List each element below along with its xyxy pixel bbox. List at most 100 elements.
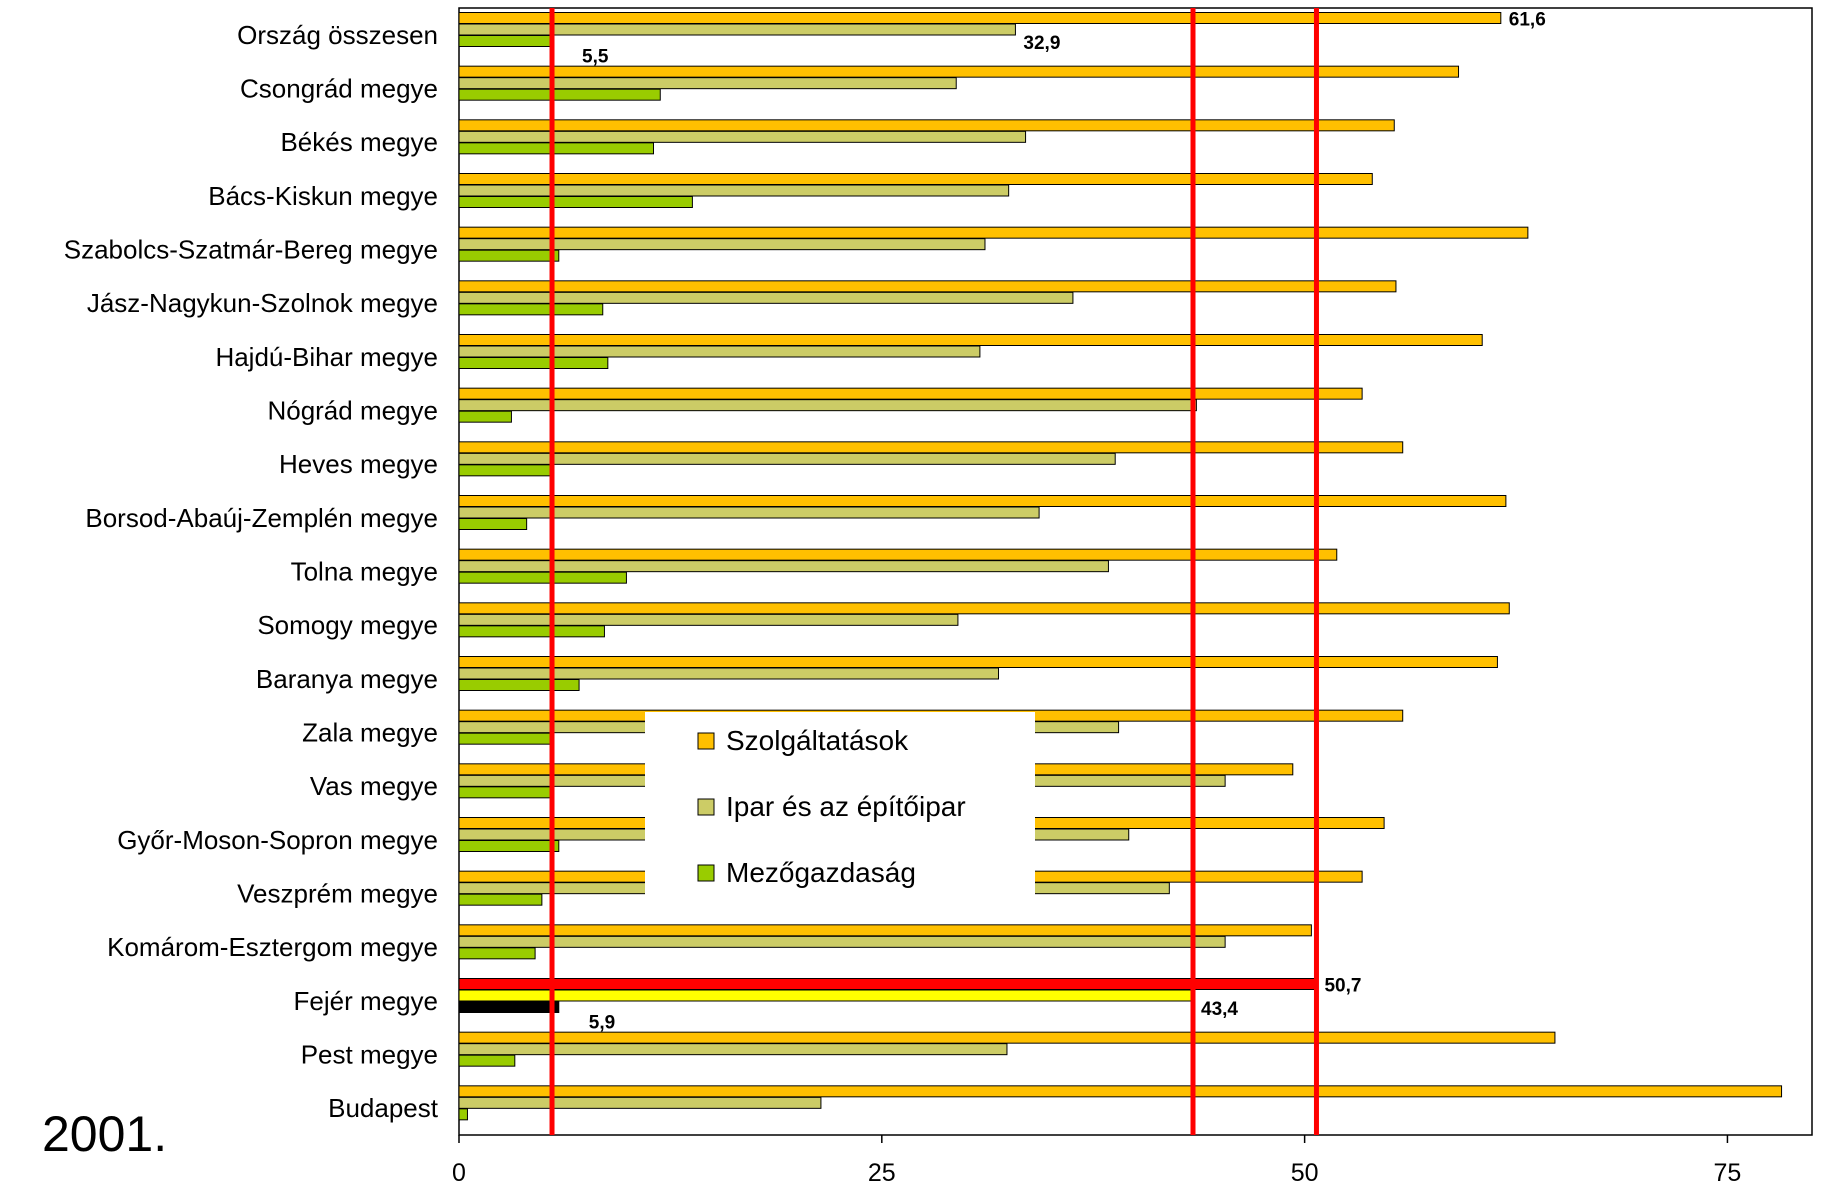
legend-label[interactable]: Mezőgazdaság [726,857,916,888]
bar [458,1108,468,1121]
bar [458,196,693,208]
bar [458,495,1507,507]
bar [458,399,1197,412]
data-label: 5,5 [582,46,609,67]
bar [458,1043,1008,1056]
bar [458,978,1317,990]
category-label: Tolna megye [291,557,438,587]
bar [458,947,536,960]
bar [458,656,1498,668]
x-axis-ticks: 0 25 50 75 [452,1135,1741,1187]
category-label: Borsod-Abaúj-Zemplén megye [85,503,438,533]
category-label: Győr-Moson-Sopron megye [117,825,438,855]
bar [458,334,1483,346]
legend-swatch[interactable] [697,864,715,882]
bar [458,548,1338,561]
x-tick-label: 75 [1714,1159,1742,1187]
bar [458,560,1109,573]
category-label: Vas megye [310,771,438,801]
bar [458,184,1010,197]
bar [458,357,609,369]
category-label: Somogy megye [257,610,438,640]
category-labels: Ország összesen Csongrád megye Békés megye… [64,20,439,1123]
category-label: Hajdú-Bihar megye [215,342,438,372]
reference-lines [549,8,1319,1135]
category-label: Budapest [328,1093,439,1123]
data-label: 61,6 [1509,9,1546,30]
bar [458,732,553,745]
data-labels: 61,6 32,9 5,5 50,7 43,4 5,9 [582,9,1546,1033]
bar [458,840,560,852]
bar [458,625,605,638]
bar [458,249,560,262]
category-label: Baranya megye [256,664,438,694]
bar [458,35,553,47]
category-label: Szabolcs-Szatmár-Bereg megye [64,235,438,265]
bar [458,989,1194,1002]
category-label: Komárom-Esztergom megye [107,932,438,962]
legend[interactable]: Szolgáltatások Ipar és az építőipar Mezőga… [645,712,1035,908]
bar [458,410,512,423]
legend-swatch[interactable] [697,798,715,816]
bar [458,23,1016,36]
category-label: Nógrád megye [267,396,438,426]
category-label: Ország összesen [237,20,438,50]
bar [458,602,1510,615]
bar [458,935,1226,948]
bar [458,142,654,155]
bar [458,226,1529,239]
bar [458,303,604,316]
data-label: 5,9 [589,1012,615,1033]
bar [458,119,1395,132]
category-label: Zala megye [302,718,438,748]
bar [458,506,1040,519]
category-label: Csongrád megye [240,74,438,104]
bar [458,924,1312,937]
bar [458,345,981,358]
bar [458,571,627,584]
bar [458,786,553,799]
bar [458,1085,1783,1098]
bar [458,893,543,906]
bar [458,1001,560,1013]
bar [458,387,1363,400]
category-label: Bács-Kiskun megye [208,181,438,211]
bar [458,291,1074,304]
bar [458,1031,1556,1044]
bar [458,679,580,691]
legend-label[interactable]: Szolgáltatások [726,725,909,756]
legend-swatch[interactable] [697,732,715,750]
bar [458,667,1000,680]
bar [458,65,1460,78]
legend-label[interactable]: Ipar és az építőipar [726,791,966,822]
x-tick-label: 25 [868,1159,896,1187]
bar [458,12,1502,24]
bar [458,238,986,251]
bar [458,441,1404,454]
x-tick-label: 0 [452,1159,466,1187]
category-label: Jász-Nagykun-Szolnok megye [87,288,438,318]
bar [458,613,959,626]
bar [458,88,661,101]
bar [458,173,1373,185]
year-label: 2001. [42,1106,168,1162]
category-label: Pest megye [301,1040,438,1070]
bars [458,12,1783,1121]
data-label: 50,7 [1324,975,1361,996]
bar [458,518,528,530]
category-label: Békés megye [280,127,438,157]
bar [458,280,1397,293]
bar [458,1054,516,1067]
bar [458,1096,822,1109]
bar [458,77,957,90]
category-label: Heves megye [279,449,438,479]
category-label: Fejér megye [294,986,439,1016]
data-label: 43,4 [1201,999,1238,1020]
data-label: 32,9 [1023,33,1060,54]
category-label: Veszprém megye [237,879,438,909]
bar [458,130,1027,143]
bar [458,464,553,477]
x-tick-label: 50 [1291,1159,1319,1187]
bar [458,452,1116,465]
